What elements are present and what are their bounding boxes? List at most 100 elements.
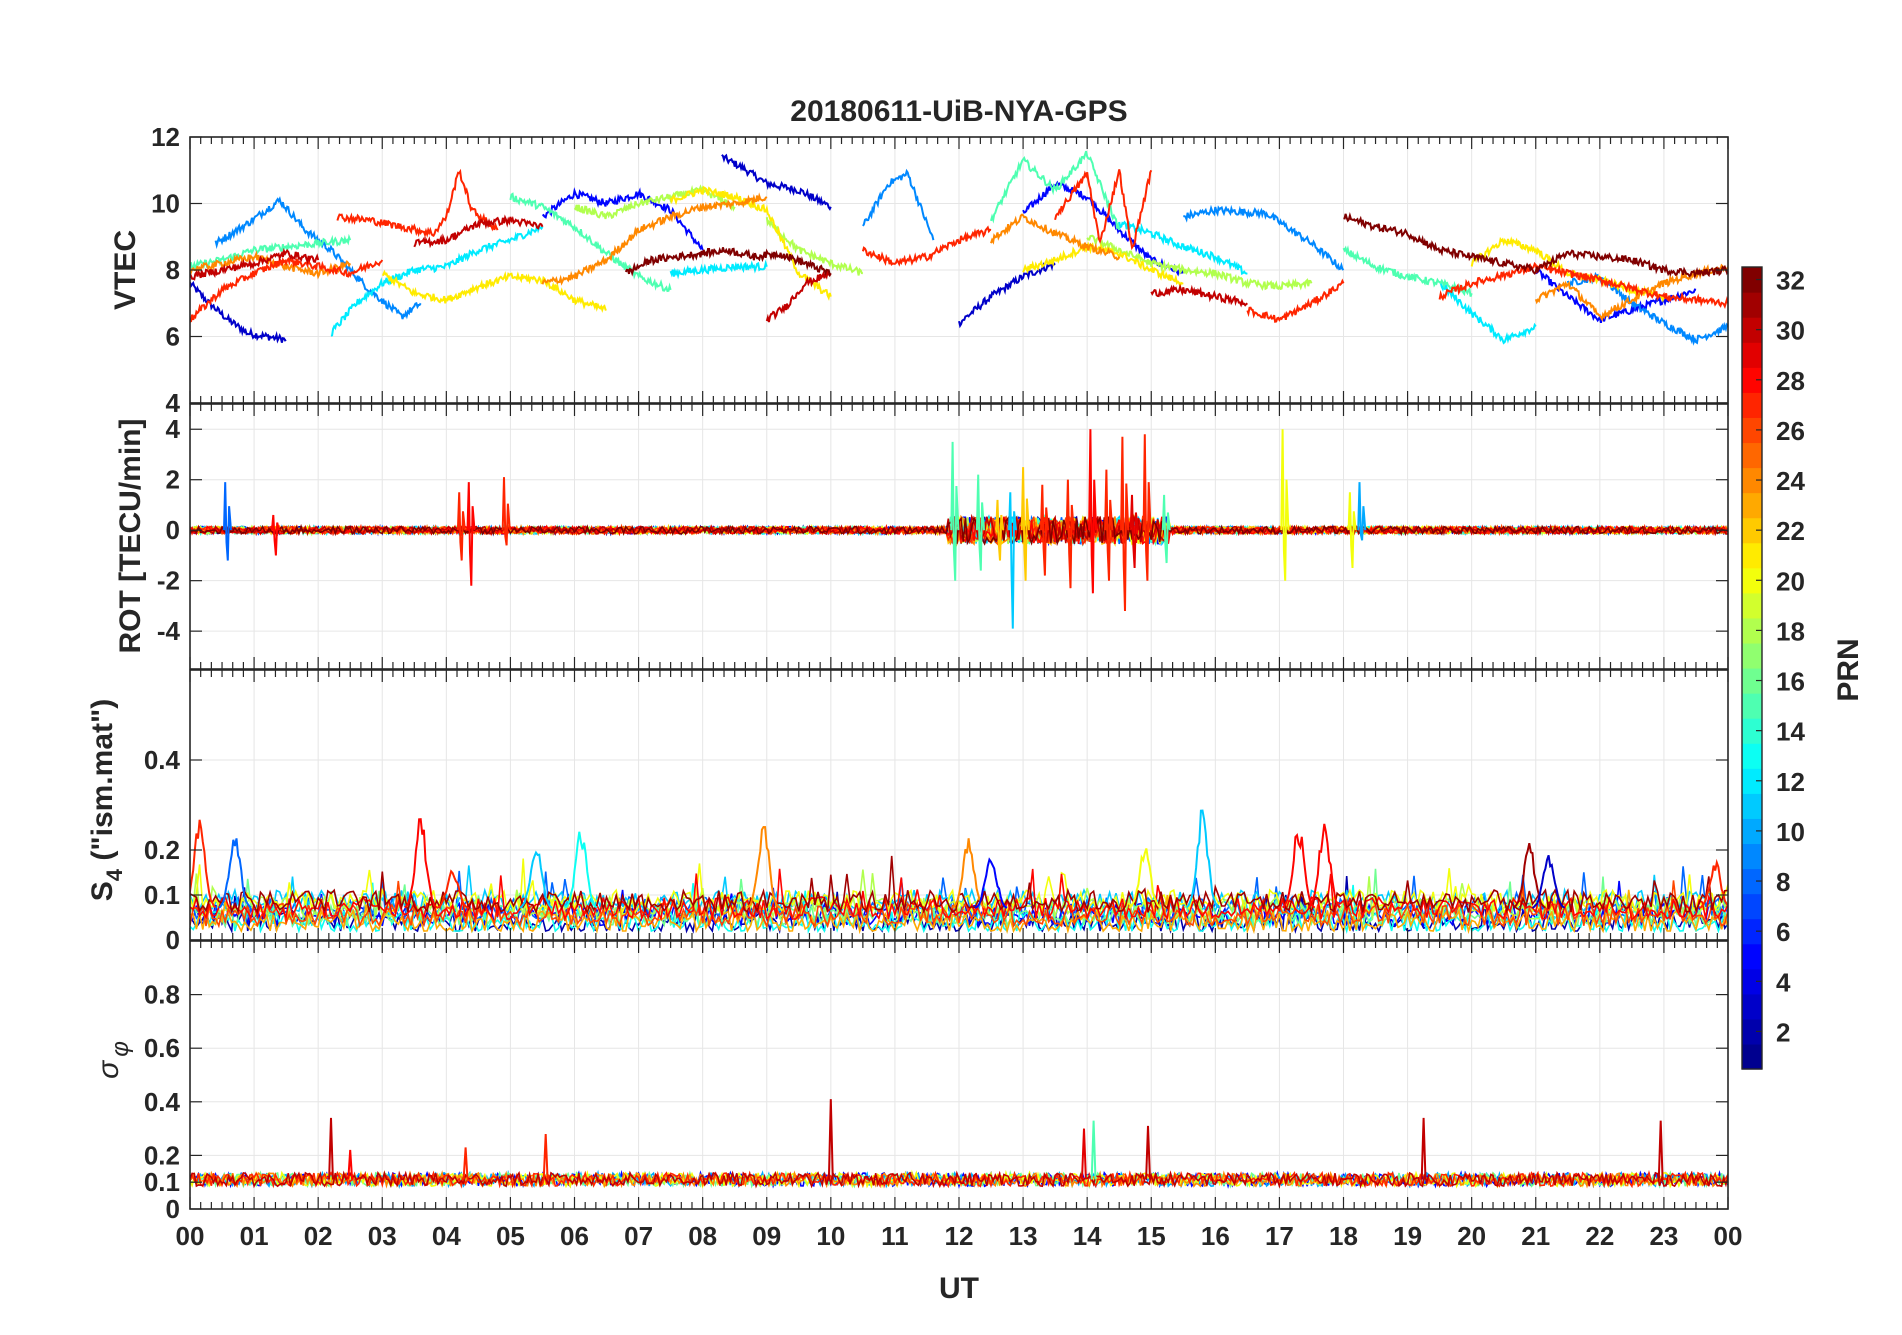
vtec-series-prn-15: [190, 233, 352, 271]
x-tick-label: 12: [945, 1221, 974, 1251]
sigma-phi-panel: 00.10.2 0.4 0.6 0.8 00 01 02 03 04 05 06 07 08 09 10 11…: [144, 940, 1743, 1251]
colorbar-frame: [1741, 266, 1763, 1070]
colorbar-step-prn-15: [1742, 693, 1762, 719]
s4-ytick-label: 0: [166, 925, 180, 955]
colorbar-tick-label: 8: [1776, 867, 1790, 897]
rot-ytick-label: 0: [166, 515, 180, 545]
vtec-series-prn-27: [861, 225, 992, 267]
colorbar-step-prn-20: [1742, 567, 1762, 594]
vtec-series-prn-21: [669, 185, 832, 301]
sigma-phi-spike: [462, 1147, 469, 1180]
colorbar-step-prn-21: [1742, 542, 1762, 569]
rot-spike: [1104, 469, 1114, 581]
vtec-series-prn-3: [190, 280, 287, 344]
x-tick-label: 07: [624, 1221, 653, 1251]
sigma-phi-ytick-label: 0.1: [144, 1167, 180, 1197]
x-tick-label: 11: [881, 1221, 909, 1251]
s4-burst: [1281, 833, 1316, 909]
s4-ylabel: S4 ("ism.mat"): [86, 699, 127, 901]
s4-burst: [974, 857, 1008, 909]
x-tick-label: 13: [1009, 1221, 1038, 1251]
s4-burst: [190, 819, 217, 909]
s4-burst: [564, 831, 598, 909]
x-tick-label: 19: [1393, 1221, 1422, 1251]
s4-ytick-label: 0.1: [144, 880, 180, 910]
x-tick-label: 18: [1329, 1221, 1358, 1251]
colorbar-label: PRN: [1832, 638, 1865, 701]
s4-burst: [1531, 854, 1566, 909]
rot-spike: [1008, 492, 1017, 629]
colorbar-step-prn-16: [1742, 668, 1762, 694]
x-tick-label: 23: [1649, 1221, 1678, 1251]
colorbar-tick-label: 6: [1776, 917, 1790, 947]
colorbar-tick-label: 26: [1776, 416, 1805, 446]
x-tick-label: 01: [240, 1221, 269, 1251]
vtec-series-prn-24: [990, 213, 1121, 261]
s4-burst: [1307, 823, 1341, 909]
vtec-series-prn-27: [1438, 261, 1728, 309]
x-tick-label: 10: [816, 1221, 845, 1251]
sigma-phi-series-prn-27: [190, 1169, 1728, 1189]
colorbar-tick-label: 10: [1776, 817, 1805, 847]
vtec-series-prn-30: [765, 268, 832, 323]
colorbar-step-prn-2: [1742, 1018, 1762, 1045]
vtec-series-prn-15: [990, 150, 1121, 231]
s4-ylabel-text: S4 ("ism.mat"): [86, 699, 127, 901]
sigma-phi-series-prn-30: [190, 1170, 1728, 1189]
vtec-ytick-label: 8: [166, 255, 180, 285]
rot-spike: [975, 474, 985, 571]
sigma-phi-spike: [1145, 1125, 1151, 1180]
colorbar-tick-label: 2: [1776, 1017, 1790, 1047]
vtec-lines: [190, 150, 1728, 346]
sigma-phi-ytick-label: 0.4: [144, 1087, 181, 1117]
sigma-phi-ytick-label: 0.8: [144, 980, 180, 1010]
x-tick-label: 00: [176, 1221, 205, 1251]
rot-ytick-label: 4: [166, 414, 181, 444]
s4-series-prn-28: [190, 868, 1728, 922]
rot-spike: [456, 492, 466, 561]
x-tick-label: 08: [688, 1221, 717, 1251]
vtec-series-prn-18: [1086, 234, 1313, 292]
colorbar-step-prn-22: [1742, 517, 1762, 544]
colorbar-step-prn-12: [1742, 768, 1762, 794]
colorbar-step-prn-5: [1742, 943, 1762, 970]
colorbar-step-prn-23: [1742, 492, 1762, 519]
rot-spike: [1129, 494, 1139, 569]
s4-burst: [1698, 858, 1728, 909]
rot-spike: [1040, 484, 1050, 576]
x-tick-label: 06: [560, 1221, 589, 1251]
rot-spike: [950, 441, 960, 581]
sigma-phi-spike: [347, 1149, 354, 1180]
colorbar-tick-label: 14: [1776, 717, 1805, 747]
colorbar-step-prn-8: [1742, 868, 1762, 895]
rot-spike: [1120, 436, 1130, 612]
vtec-series-prn-27: [1054, 169, 1153, 251]
x-tick-label: 17: [1265, 1221, 1294, 1251]
rot-spike: [1020, 467, 1030, 581]
colorbar-step-prn-19: [1742, 592, 1762, 619]
vtec-series-prn-30: [413, 214, 544, 249]
sigma-phi-spike: [1420, 1117, 1427, 1180]
rot-spike: [1142, 434, 1152, 581]
x-tick-label: 00: [1714, 1221, 1743, 1251]
rot-spike: [1161, 494, 1171, 564]
vtec-series-prn-21: [1470, 236, 1665, 303]
s4-ytick-label: 0.4: [144, 745, 181, 775]
vtec-series-prn-15: [1342, 245, 1473, 297]
x-tick-label: 15: [1137, 1221, 1166, 1251]
s4-series-prn-16: [190, 868, 1728, 929]
x-tick-label: 03: [368, 1221, 397, 1251]
colorbar-step-prn-32: [1742, 267, 1762, 293]
x-tick-label: 04: [432, 1221, 461, 1251]
s4-burst: [1512, 842, 1547, 909]
sigma-phi-spike: [1090, 1120, 1097, 1180]
s4-ytick-label: 0.2: [144, 835, 180, 865]
rot-lines: [190, 429, 1728, 629]
colorbar-step-prn-29: [1742, 342, 1762, 368]
vtec-series-prn-32: [1343, 212, 1728, 280]
rot-ytick-label: -2: [157, 566, 180, 596]
chart-title: 20180611-UiB-NYA-GPS: [790, 95, 1127, 128]
rot-series-prn-32: [190, 514, 1728, 547]
sigma-phi-ytick-label: 0: [166, 1194, 180, 1224]
